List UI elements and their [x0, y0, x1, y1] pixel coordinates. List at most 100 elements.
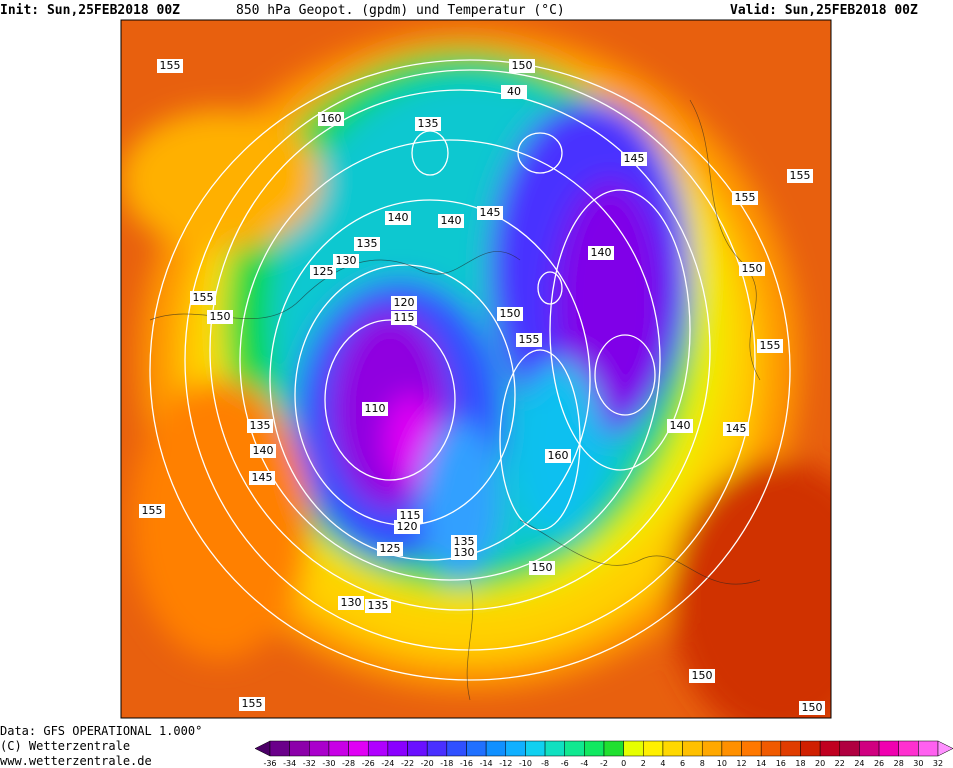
contour-label: 140	[441, 214, 462, 227]
contour-label: 150	[512, 59, 533, 72]
colorbar-label: -6	[561, 759, 569, 768]
colorbar-label: -14	[480, 759, 493, 768]
colorbar-label: -8	[541, 759, 549, 768]
contour-label: 155	[735, 191, 756, 204]
colorbar-swatch	[525, 740, 546, 757]
colorbar-swatch	[407, 740, 428, 757]
colorbar-swatch	[918, 740, 939, 757]
colorbar-swatch	[387, 740, 408, 757]
colorbar-label: 28	[894, 759, 904, 768]
map	[121, 20, 831, 718]
colorbar-arrow	[254, 740, 271, 757]
contour-label: 150	[742, 262, 763, 275]
contour-label-box	[588, 246, 614, 260]
colorbar-swatch	[328, 740, 349, 757]
contour-label: 135	[357, 237, 378, 250]
contour-label: 140	[670, 419, 691, 432]
map-frame	[120, 19, 832, 719]
contour-label-box	[689, 669, 715, 683]
colorbar-label: -32	[303, 759, 316, 768]
contour-label-box	[394, 520, 420, 534]
copyright: (C) Wetterzentrale	[0, 739, 130, 753]
colorbar-arrow	[937, 740, 953, 757]
contour-label: 155	[242, 697, 263, 710]
contour-label: 40	[507, 85, 521, 98]
contour-label: 115	[400, 509, 421, 522]
contour-label: 140	[253, 444, 274, 457]
contour-label: 150	[802, 701, 823, 714]
colorbar-label: 14	[756, 759, 766, 768]
contour-label-box	[385, 211, 411, 225]
colorbar-label: 32	[933, 759, 943, 768]
colorbar-label: 8	[700, 759, 705, 768]
colorbar-swatch	[289, 740, 310, 757]
data-source: Data: GFS OPERATIONAL 1.000°	[0, 724, 202, 738]
colorbar-label: 20	[815, 759, 825, 768]
contour-label-box	[516, 333, 542, 347]
contour-label: 135	[368, 599, 389, 612]
valid-time: Valid: Sun,25FEB2018 00Z	[730, 3, 918, 18]
contour-label-box	[207, 310, 233, 324]
colorbar-label: 16	[776, 759, 786, 768]
colorbar-label: -28	[342, 759, 355, 768]
contour-label: 150	[532, 561, 553, 574]
colorbar-swatch	[859, 740, 880, 757]
colorbar-swatch	[426, 740, 448, 757]
contour-label: 160	[548, 449, 569, 462]
colorbar-swatch	[348, 740, 369, 757]
colorbar-label: 10	[717, 759, 727, 768]
contour-label-box	[377, 542, 403, 556]
contour-label: 150	[692, 669, 713, 682]
colorbar-label: 26	[874, 759, 884, 768]
contour-label-box	[438, 214, 464, 228]
contour-label-box	[310, 265, 336, 279]
colorbar-label: -4	[580, 759, 588, 768]
contour-label: 140	[388, 211, 409, 224]
contour-label: 150	[500, 307, 521, 320]
contour-label-box	[501, 85, 527, 99]
colorbar-label: -20	[421, 759, 434, 768]
website: www.wetterzentrale.de	[0, 754, 152, 768]
colorbar-label: -24	[381, 759, 394, 768]
colorbar-swatch	[603, 740, 624, 757]
contour-label-box	[621, 152, 647, 166]
colorbar-swatch	[269, 740, 290, 757]
contour-label: 145	[624, 152, 645, 165]
colorbar-label: 12	[736, 759, 746, 768]
colorbar-swatch	[367, 740, 389, 757]
colorbar-label: -36	[263, 759, 276, 768]
colorbar-swatch	[623, 740, 644, 757]
contour-label: 160	[321, 112, 342, 125]
contour-label-box	[667, 419, 693, 433]
colorbar-swatch	[760, 740, 782, 757]
colorbar-label: -16	[460, 759, 473, 768]
init-time: Init: Sun,25FEB2018 00Z	[0, 3, 180, 18]
contour-label-box	[415, 117, 441, 131]
contour-label-box	[250, 444, 276, 458]
colorbar-swatch	[701, 740, 723, 757]
contour-label: 155	[790, 169, 811, 182]
contour-label-box	[391, 311, 417, 325]
contour-label-box	[157, 59, 183, 73]
colorbar-swatch	[564, 740, 585, 757]
colorbar-swatch	[466, 740, 487, 757]
colorbar-label: 6	[680, 759, 685, 768]
contour-label-box	[757, 339, 783, 353]
contour-label: 120	[397, 520, 418, 533]
contour-label-box	[497, 307, 523, 321]
colorbar-swatch	[544, 740, 565, 757]
colorbar-swatch	[682, 740, 703, 757]
contour-label-box	[787, 169, 813, 183]
colorbar-swatch	[643, 740, 664, 757]
contour-label: 150	[210, 310, 231, 323]
contour-label: 130	[341, 596, 362, 609]
colorbar-label: 24	[854, 759, 864, 768]
contour-label: 115	[394, 311, 415, 324]
contour-label: 135	[418, 117, 439, 130]
contour-label: 135	[454, 535, 475, 548]
colorbar-label: -22	[401, 759, 414, 768]
contour-label-box	[732, 191, 758, 205]
contour-label-box	[354, 237, 380, 251]
